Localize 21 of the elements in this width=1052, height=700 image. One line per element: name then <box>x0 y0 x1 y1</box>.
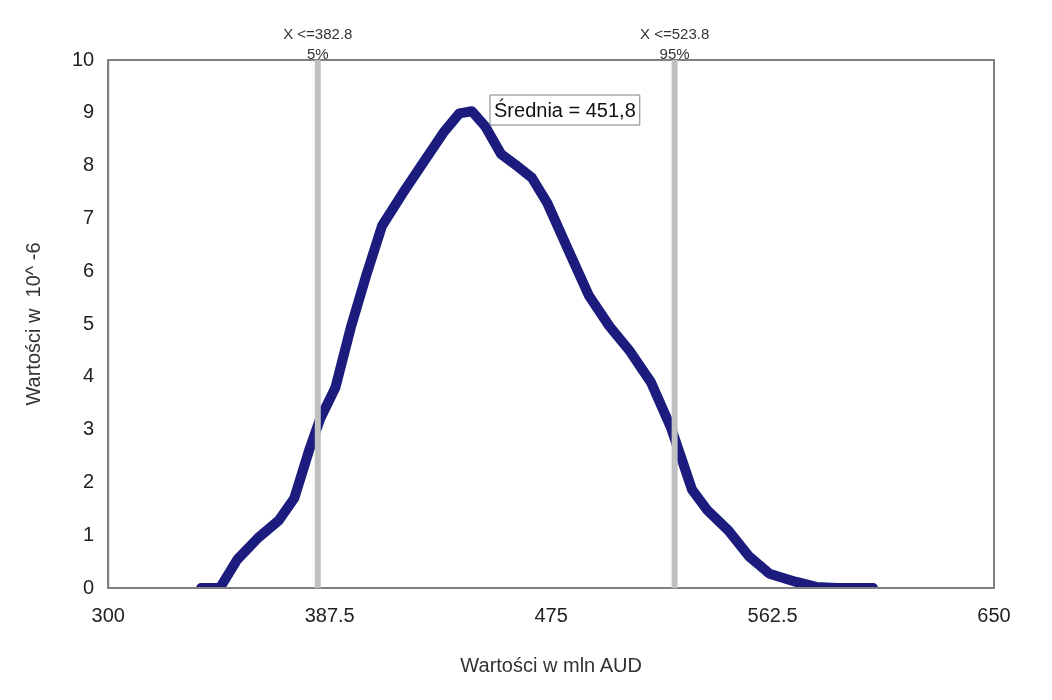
y-tick-label: 5 <box>83 311 95 334</box>
x-tick-label: 475 <box>534 603 568 626</box>
x-tick-label: 562.5 <box>747 603 798 626</box>
x-axis-title: Wartości w mln AUD <box>460 653 642 676</box>
x-tick-label: 300 <box>91 603 125 626</box>
x-tick-label: 387.5 <box>304 603 355 626</box>
ref-line-label: X <=382.8 5% <box>283 24 353 62</box>
y-tick-label: 4 <box>83 364 95 387</box>
y-tick-label: 8 <box>83 153 95 176</box>
y-tick-label: 10 <box>72 47 95 70</box>
y-tick-label: 0 <box>83 575 95 598</box>
y-tick-label: 1 <box>83 522 95 545</box>
y-tick-label: 6 <box>83 258 95 281</box>
ref-line-label: X <=523.8 95% <box>640 24 710 62</box>
annotation: Średnia = 451,8 <box>494 97 636 121</box>
y-axis-title: Wartości w 10^ -6 <box>21 242 44 406</box>
y-tick-label: 2 <box>83 469 95 492</box>
y-tick-label: 7 <box>83 205 95 228</box>
y-tick-label: 9 <box>83 100 95 123</box>
y-tick-label: 3 <box>83 417 95 440</box>
x-tick-label: 650 <box>977 603 1011 626</box>
